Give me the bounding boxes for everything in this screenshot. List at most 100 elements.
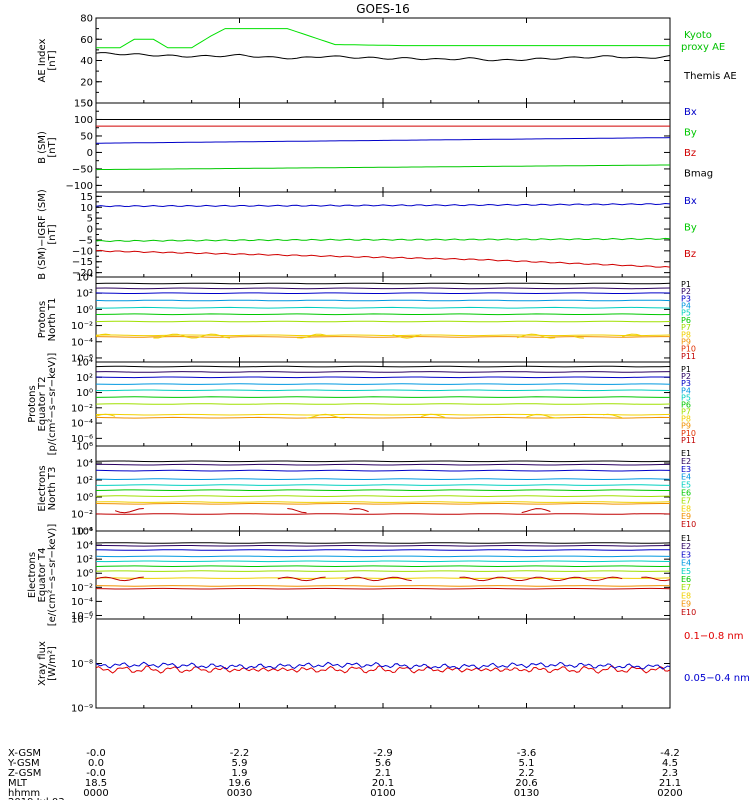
y-axis-label: [e/(cm²−s−sr−keV)] xyxy=(47,524,58,627)
series-line xyxy=(96,137,671,144)
y-axis-label: North T3 xyxy=(47,467,58,511)
channel-label: P7 xyxy=(681,408,691,417)
panel-frame xyxy=(95,17,671,104)
x-axis-value: 18.5 xyxy=(85,778,107,789)
series-line xyxy=(95,237,671,243)
channel-line xyxy=(95,389,671,392)
channel-line xyxy=(95,565,671,568)
y-tick-label: −20 xyxy=(72,268,93,279)
panel-frame xyxy=(95,618,671,709)
channel-label: E5 xyxy=(681,481,691,490)
channel-line xyxy=(95,549,671,551)
channel-line xyxy=(96,463,671,466)
channel-line xyxy=(95,469,671,472)
y-tick-label: 10⁰ xyxy=(76,388,93,399)
channel-label: E5 xyxy=(681,567,691,576)
y-axis-label: Equator T4 xyxy=(37,548,48,603)
y-tick-label: 10⁻⁶ xyxy=(71,611,93,622)
channel-label: P1 xyxy=(681,365,691,374)
channel-label: E8 xyxy=(681,591,691,600)
y-tick-label: 10⁻⁹ xyxy=(71,704,93,715)
y-tick-label: 15 xyxy=(80,192,93,203)
channel-line xyxy=(95,478,671,481)
channel-label: P8 xyxy=(681,415,691,424)
channel-label: P3 xyxy=(681,294,691,303)
x-axis-value: -0.0 xyxy=(86,768,106,779)
channel-label: E2 xyxy=(681,542,691,551)
channel-line xyxy=(95,376,671,379)
x-axis-row-label: MLT xyxy=(8,778,28,789)
sparse-segment xyxy=(459,576,623,582)
y-axis-label: B (SM) xyxy=(37,131,48,164)
x-axis-value: 0000 xyxy=(83,788,108,799)
channel-label: E4 xyxy=(681,559,691,568)
y-axis-label: Protons xyxy=(37,301,48,338)
sparse-segment xyxy=(95,413,116,417)
series-line xyxy=(95,202,671,208)
x-axis-row-label: hhmm xyxy=(8,788,40,799)
channel-line xyxy=(95,460,671,463)
channel-label: E8 xyxy=(681,504,691,513)
panel-protons_t2: 10⁴ 10² 10⁰ 10⁻² 10⁻⁴ 10⁻⁶ Protons Equator T2 [p… xyxy=(27,353,696,456)
channel-line xyxy=(96,545,671,547)
y-tick-label: 0 xyxy=(87,99,93,110)
y-tick-label: 10⁻⁶ xyxy=(71,434,93,445)
series-line xyxy=(96,28,670,49)
sparse-segment xyxy=(349,508,369,513)
series-line xyxy=(95,52,671,62)
legend-label: 0.05−0.4 nm xyxy=(684,673,750,684)
legend-label: Themis AE xyxy=(683,71,737,82)
panel-electrons_t4: 10⁶ 10⁴ 10² 10⁰ 10⁻² 10⁻⁴ 10⁻⁶ Electrons Equator… xyxy=(27,524,696,627)
y-tick-label: −50 xyxy=(72,164,93,175)
x-axis-value: 0200 xyxy=(657,788,682,799)
y-axis-label: North T1 xyxy=(47,298,58,342)
panel-frame xyxy=(95,530,671,620)
sparse-segment xyxy=(344,576,412,582)
channel-line xyxy=(95,542,671,544)
y-axis-label: [nT] xyxy=(47,224,58,244)
channel-line xyxy=(95,495,671,498)
y-axis-label: Electrons xyxy=(27,552,38,598)
channel-line xyxy=(95,383,671,385)
channel-line xyxy=(95,313,671,316)
panel-frame xyxy=(95,445,671,532)
legend-label: Bmag xyxy=(684,169,713,180)
channel-label: P5 xyxy=(681,309,691,318)
channel-label: P6 xyxy=(681,400,691,409)
y-tick-label: 10⁴ xyxy=(76,358,93,369)
channel-label: E9 xyxy=(681,600,691,609)
channel-line xyxy=(95,585,671,587)
panel-xray: 10⁻⁷ 10⁻⁸ 10⁻⁹ Xray flux [W/m²] 0.1−0.8 nm 0.0… xyxy=(37,615,750,715)
y-axis-label: [W/m²] xyxy=(47,646,58,681)
channel-line xyxy=(95,570,671,572)
channel-line xyxy=(95,489,670,491)
channel-line xyxy=(95,503,670,505)
channel-label: E3 xyxy=(681,465,691,474)
y-tick-label: 20 xyxy=(80,77,93,88)
x-axis-row-label: X-GSM xyxy=(8,748,41,759)
sparse-segment xyxy=(574,336,584,339)
channel-line xyxy=(95,282,671,285)
legend-label: Bz xyxy=(684,249,696,260)
y-axis-label: B (SM)−IGRF (SM) xyxy=(37,189,48,280)
sparse-segment xyxy=(306,413,345,419)
y-tick-label: −5 xyxy=(78,235,93,246)
channel-label: P10 xyxy=(681,345,696,354)
channel-line xyxy=(95,587,671,590)
y-tick-label: −10 xyxy=(72,246,93,257)
y-tick-label: 10⁻⁸ xyxy=(71,659,93,670)
legend-label: Bx xyxy=(684,107,697,118)
legend-label: By xyxy=(684,223,697,234)
y-tick-label: 10⁻⁴ xyxy=(71,337,93,348)
panel-protons_t1: 10⁴ 10² 10⁰ 10⁻² 10⁻⁴ 10⁻⁶ Protons North T1 P1P2… xyxy=(37,273,696,365)
y-tick-label: 60 xyxy=(80,35,93,46)
sparse-segment xyxy=(296,333,326,339)
channel-line xyxy=(95,501,671,503)
sparse-segment xyxy=(421,413,446,418)
x-axis-value: 2.1 xyxy=(375,768,391,779)
x-axis-value: 5.6 xyxy=(375,758,391,769)
x-axis-row-label: Y-GSM xyxy=(7,758,40,769)
sparse-segment xyxy=(95,576,144,582)
